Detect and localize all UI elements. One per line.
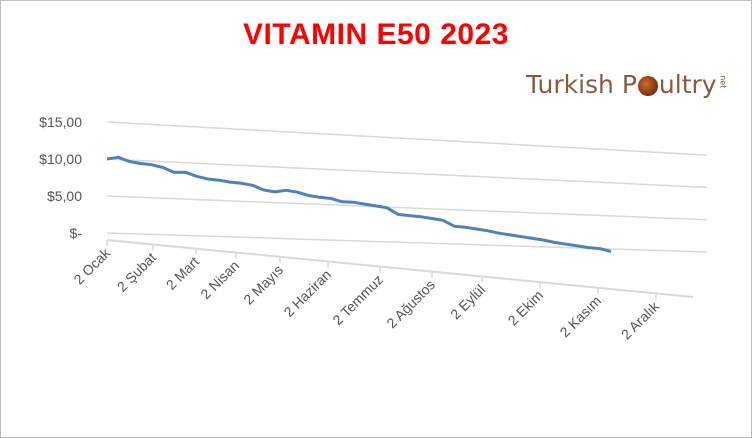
x-tick-label: 2 Ekim bbox=[505, 287, 547, 329]
y-axis-ticks: $15,00 $10,00 $5,00 $- bbox=[39, 114, 82, 241]
gridline bbox=[106, 121, 708, 156]
series-lines bbox=[106, 155, 612, 254]
x-axis-line bbox=[106, 239, 694, 298]
x-tick-label: 2 Aralık bbox=[618, 298, 663, 343]
y-tick-label: $10,00 bbox=[39, 151, 82, 167]
x-tick-label: 2 Ocak bbox=[70, 244, 113, 287]
x-tick-label: 2 Temmuz bbox=[329, 271, 386, 328]
chart-title: VITAMIN E50 2023 bbox=[243, 18, 509, 51]
logo-ball-icon bbox=[637, 76, 658, 96]
gridlines bbox=[106, 121, 708, 253]
x-tick-label: 2 Mayıs bbox=[240, 262, 286, 308]
x-tick-label: 2 Kasım bbox=[556, 293, 604, 341]
logo-text-left: Turkish P bbox=[526, 70, 637, 99]
gridline bbox=[106, 158, 708, 189]
y-tick-label: $15,00 bbox=[39, 114, 82, 130]
series-line bbox=[106, 155, 612, 254]
gridline bbox=[106, 195, 708, 221]
y-tick-label: $- bbox=[70, 225, 83, 241]
x-tick-label: 2 Şubat bbox=[114, 249, 160, 295]
x-tick-label: 2 Nisan bbox=[197, 257, 242, 302]
x-tick-label: 2 Haziran bbox=[280, 266, 334, 320]
logo-text-right: ultry bbox=[658, 70, 717, 99]
gridline bbox=[106, 232, 708, 253]
x-tick-label: 2 Ağustos bbox=[383, 276, 438, 331]
x-tick-label: 2 Mart bbox=[163, 253, 202, 292]
y-tick-label: $5,00 bbox=[47, 188, 82, 204]
x-tick-label: 2 Eylül bbox=[447, 281, 488, 322]
